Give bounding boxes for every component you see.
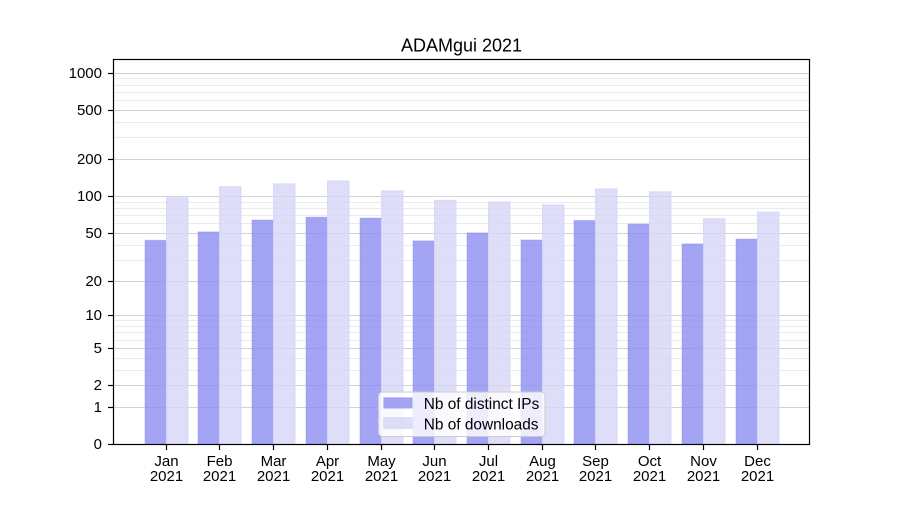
svg-text:2021: 2021 <box>472 468 505 485</box>
svg-text:Sep: Sep <box>582 453 609 470</box>
svg-text:2: 2 <box>94 377 102 394</box>
svg-text:5: 5 <box>94 340 102 357</box>
svg-text:Apr: Apr <box>316 453 339 470</box>
svg-text:May: May <box>367 453 396 470</box>
svg-text:Nb of downloads: Nb of downloads <box>424 416 539 433</box>
svg-text:2021: 2021 <box>150 468 183 485</box>
svg-text:2021: 2021 <box>257 468 290 485</box>
svg-text:10: 10 <box>85 307 102 324</box>
svg-text:Dec: Dec <box>744 453 771 470</box>
svg-text:1: 1 <box>94 399 102 416</box>
svg-text:1000: 1000 <box>69 65 102 82</box>
svg-text:Jul: Jul <box>479 453 498 470</box>
svg-text:Aug: Aug <box>529 453 556 470</box>
svg-text:2021: 2021 <box>365 468 398 485</box>
svg-text:Nb of distinct IPs: Nb of distinct IPs <box>424 396 540 413</box>
svg-text:Oct: Oct <box>638 453 662 470</box>
svg-text:500: 500 <box>77 102 102 119</box>
svg-text:50: 50 <box>85 225 102 242</box>
svg-text:200: 200 <box>77 151 102 168</box>
svg-text:2021: 2021 <box>633 468 666 485</box>
svg-text:Jun: Jun <box>422 453 446 470</box>
svg-text:Jan: Jan <box>154 453 178 470</box>
svg-text:2021: 2021 <box>311 468 344 485</box>
svg-text:2021: 2021 <box>687 468 720 485</box>
svg-text:2021: 2021 <box>526 468 559 485</box>
svg-text:2021: 2021 <box>579 468 612 485</box>
svg-text:0: 0 <box>94 436 102 453</box>
svg-text:100: 100 <box>77 188 102 205</box>
svg-text:2021: 2021 <box>203 468 236 485</box>
svg-text:2021: 2021 <box>741 468 774 485</box>
svg-text:Mar: Mar <box>261 453 287 470</box>
svg-text:ADAMgui 2021: ADAMgui 2021 <box>401 36 522 56</box>
svg-text:20: 20 <box>85 273 102 290</box>
svg-text:Nov: Nov <box>690 453 717 470</box>
svg-text:2021: 2021 <box>418 468 451 485</box>
svg-text:Feb: Feb <box>207 453 233 470</box>
